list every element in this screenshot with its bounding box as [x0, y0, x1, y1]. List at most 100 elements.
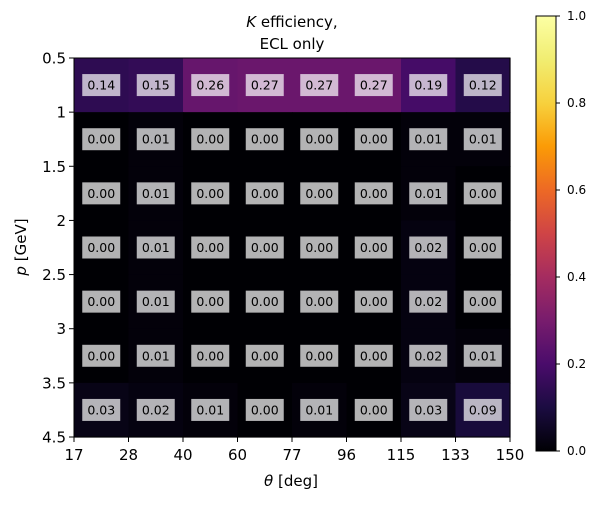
- cell-value-label: 0.00: [305, 348, 333, 363]
- cell-label-box: [463, 74, 502, 97]
- colorbar-tick-label: 0.8: [567, 96, 586, 110]
- y-tick-label: 2: [56, 212, 66, 230]
- cell-label-box: [300, 290, 339, 313]
- cell-label-box: [191, 398, 230, 421]
- cell-label-box: [409, 128, 448, 151]
- cell-value-label: 0.00: [251, 402, 279, 417]
- colorbar-tick-label: 0.0: [567, 444, 586, 458]
- x-axis-ticks: 17 28 40 60 77 96 115 133 150: [64, 437, 524, 464]
- cell-label-box: [245, 398, 284, 421]
- cell-value-label: 0.02: [414, 240, 442, 255]
- y-tick-label: 4.5: [42, 429, 66, 447]
- y-axis-label: p [GeV]: [12, 218, 30, 276]
- colorbar-tick-label: 0.4: [567, 270, 586, 284]
- cell-value-label: 0.00: [87, 294, 115, 309]
- cell-value-label: 0.00: [196, 348, 224, 363]
- cell-value-label: 0.00: [305, 240, 333, 255]
- x-tick-label: 77: [282, 446, 301, 464]
- y-tick-label: 1: [56, 104, 66, 122]
- cell-value-label: 0.01: [469, 132, 497, 147]
- cell-label-box: [300, 398, 339, 421]
- y-tick-label: 2.5: [42, 266, 66, 284]
- heatmap-cell-labels: 0.14 0.15 0.26 0.27 0.27 0.27 0.19 0.12 0.00 0.01…: [82, 74, 502, 421]
- cell-label-box: [82, 74, 121, 97]
- cell-value-label: 0.00: [251, 132, 279, 147]
- x-tick-label: 28: [119, 446, 138, 464]
- cell-value-label: 0.02: [414, 348, 442, 363]
- cell-value-label: 0.00: [360, 402, 388, 417]
- cell-value-label: 0.19: [414, 78, 442, 93]
- cell-label-box: [82, 344, 121, 367]
- cell-label-box: [463, 236, 502, 259]
- x-tick-label: 17: [64, 446, 83, 464]
- cell-value-label: 0.03: [87, 402, 115, 417]
- cell-value-label: 0.00: [87, 186, 115, 201]
- cell-value-label: 0.09: [469, 402, 497, 417]
- cell-label-box: [300, 344, 339, 367]
- cell-value-label: 0.00: [360, 348, 388, 363]
- cell-label-box: [82, 128, 121, 151]
- cell-label-box: [82, 290, 121, 313]
- cell-label-box: [245, 344, 284, 367]
- cell-label-box: [82, 182, 121, 205]
- cell-value-label: 0.02: [414, 294, 442, 309]
- cell-value-label: 0.01: [469, 348, 497, 363]
- cell-value-label: 0.00: [196, 132, 224, 147]
- cell-label-box: [136, 344, 175, 367]
- cell-label-box: [409, 344, 448, 367]
- cell-label-box: [300, 74, 339, 97]
- cell-value-label: 0.00: [469, 240, 497, 255]
- cell-value-label: 0.00: [251, 240, 279, 255]
- cell-label-box: [136, 398, 175, 421]
- cell-label-box: [191, 344, 230, 367]
- cell-label-box: [409, 290, 448, 313]
- cell-value-label: 0.00: [305, 186, 333, 201]
- cell-value-label: 0.01: [414, 132, 442, 147]
- cell-label-box: [136, 74, 175, 97]
- cell-label-box: [136, 236, 175, 259]
- cell-value-label: 0.01: [142, 294, 170, 309]
- cell-label-box: [136, 290, 175, 313]
- cell-label-box: [463, 398, 502, 421]
- y-tick-label: 3: [56, 320, 66, 338]
- cell-label-box: [245, 74, 284, 97]
- cell-label-box: [354, 74, 393, 97]
- cell-label-box: [300, 182, 339, 205]
- y-tick-label: 0.5: [42, 50, 66, 68]
- cell-value-label: 0.03: [414, 402, 442, 417]
- cell-label-box: [354, 128, 393, 151]
- colorbar-ticks: 0.0 0.2 0.4 0.6 0.8 1.0: [556, 9, 586, 458]
- cell-value-label: 0.01: [142, 132, 170, 147]
- colorbar-tick-label: 0.2: [567, 357, 586, 371]
- cell-value-label: 0.00: [251, 348, 279, 363]
- cell-value-label: 0.00: [360, 294, 388, 309]
- cell-label-box: [409, 74, 448, 97]
- cell-label-box: [136, 128, 175, 151]
- cell-value-label: 0.00: [196, 294, 224, 309]
- y-axis-ticks: 0.5 1 1.5 2 2.5 3 3.5 4.5: [42, 50, 74, 447]
- y-tick-label: 3.5: [42, 374, 66, 392]
- cell-label-box: [191, 236, 230, 259]
- colorbar-tick-label: 0.6: [567, 183, 586, 197]
- cell-value-label: 0.00: [469, 186, 497, 201]
- cell-label-box: [191, 290, 230, 313]
- cell-value-label: 0.00: [305, 132, 333, 147]
- cell-value-label: 0.00: [196, 240, 224, 255]
- colorbar: [535, 15, 557, 452]
- cell-label-box: [409, 236, 448, 259]
- cell-label-box: [136, 182, 175, 205]
- cell-value-label: 0.27: [305, 78, 333, 93]
- cell-label-box: [245, 182, 284, 205]
- cell-label-box: [245, 236, 284, 259]
- cell-label-box: [463, 344, 502, 367]
- cell-value-label: 0.00: [360, 186, 388, 201]
- x-tick-label: 115: [387, 446, 416, 464]
- cell-value-label: 0.26: [196, 78, 224, 93]
- cell-label-box: [191, 182, 230, 205]
- y-tick-label: 1.5: [42, 158, 66, 176]
- cell-value-label: 0.00: [360, 240, 388, 255]
- colorbar-tick-label: 1.0: [567, 9, 586, 23]
- cell-value-label: 0.01: [196, 402, 224, 417]
- x-tick-label: 60: [228, 446, 247, 464]
- cell-label-box: [354, 182, 393, 205]
